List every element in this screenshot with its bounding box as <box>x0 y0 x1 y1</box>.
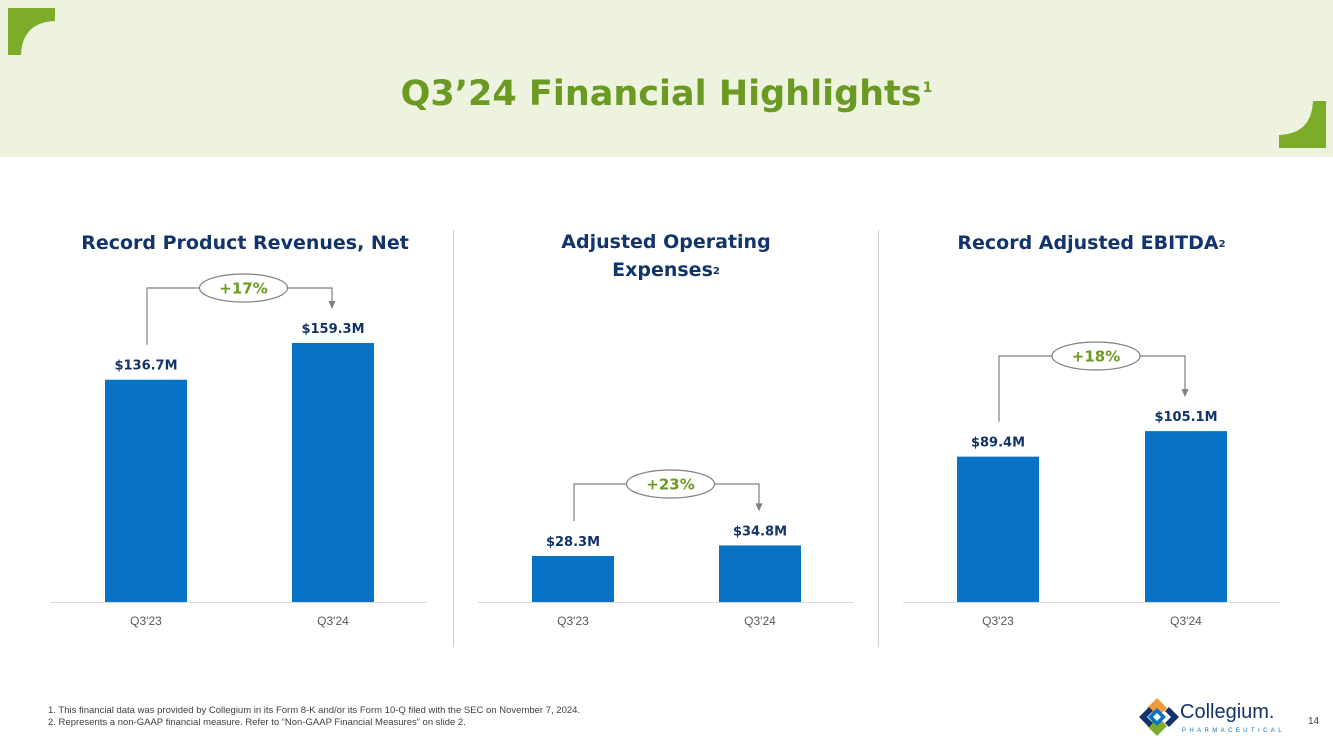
data-label: $34.8M <box>733 524 787 539</box>
data-label: $89.4M <box>971 436 1025 451</box>
growth-percent-label: +17% <box>219 280 267 298</box>
panel-divider <box>878 230 879 647</box>
footnote-2: 2. Represents a non-GAAP financial measu… <box>48 717 466 728</box>
corner-bracket-bottom-right-icon <box>1279 101 1326 148</box>
header-band: Q3’24 Financial Highlights1 <box>0 0 1333 157</box>
bar-q324 <box>719 545 801 602</box>
collegium-diamond-icon <box>1139 698 1179 736</box>
bar-q323 <box>105 379 187 602</box>
data-label: $28.3M <box>546 535 600 550</box>
x-tick-label: Q3'24 <box>317 614 349 628</box>
chart-panel-operating-expenses: Adjusted Operating Expenses2 <box>478 225 854 650</box>
growth-percent-label: +18% <box>1072 348 1120 366</box>
growth-pill <box>625 469 716 499</box>
chart-title: Record Adjusted EBITDA2 <box>957 232 1226 254</box>
logo-subtitle: PHARMACEUTICAL <box>1182 728 1285 734</box>
data-label: $136.7M <box>114 359 177 374</box>
chart-title: Adjusted Operating Expenses2 <box>561 231 771 281</box>
bar-q324 <box>292 342 374 602</box>
x-tick-label: Q3'23 <box>130 614 162 628</box>
chart-panel-adjusted-ebitda: Record Adjusted EBITDA2 <box>903 225 1280 650</box>
data-label: $105.1M <box>1154 410 1217 425</box>
arrow-down-icon <box>755 503 763 512</box>
chart-title: Record Product Revenues, Net <box>81 232 409 254</box>
growth-pill <box>198 273 289 303</box>
panel-divider <box>453 230 454 647</box>
x-tick-label: Q3'23 <box>982 614 1014 628</box>
bar-q323 <box>957 456 1039 602</box>
bar-q323 <box>532 555 614 602</box>
x-tick-label: Q3'24 <box>744 614 776 628</box>
footnotes: 1. This financial data was provided by C… <box>48 705 580 729</box>
collegium-logo: Collegium. PHARMACEUTICAL <box>1138 697 1288 741</box>
arrow-down-icon <box>1181 389 1189 398</box>
footnote-1: 1. This financial data was provided by C… <box>48 705 581 716</box>
arrow-down-icon <box>328 300 336 309</box>
page-title: Q3’24 Financial Highlights1 <box>400 74 933 114</box>
data-label: $159.3M <box>301 322 364 337</box>
corner-bracket-top-left-icon <box>8 8 55 55</box>
growth-percent-label: +23% <box>646 476 694 494</box>
bar-q324 <box>1145 431 1227 602</box>
x-tick-label: Q3'23 <box>557 614 589 628</box>
chart-panel-product-revenues: Record Product Revenues, Net <box>50 225 440 650</box>
page-number: 14 <box>1308 716 1320 727</box>
growth-pill <box>1051 341 1141 371</box>
logo-name: Collegium. <box>1180 701 1275 723</box>
x-tick-label: Q3'24 <box>1170 614 1202 628</box>
